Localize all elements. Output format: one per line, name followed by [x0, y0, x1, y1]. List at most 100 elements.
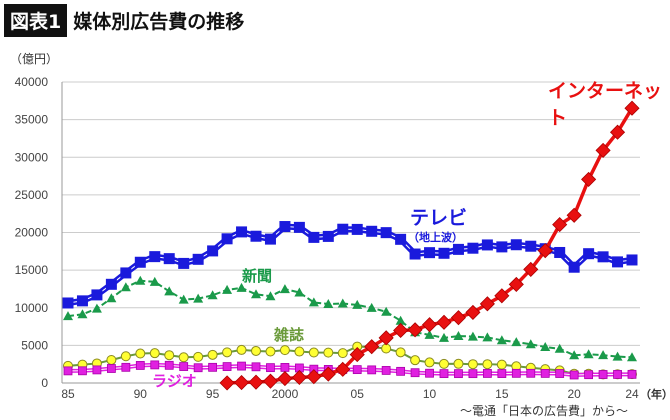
y-tick-label: 25000	[15, 188, 49, 202]
data-point	[554, 246, 566, 258]
data-point	[337, 298, 348, 308]
data-point	[396, 366, 406, 376]
data-point	[335, 361, 351, 377]
data-point	[222, 284, 233, 294]
data-point	[149, 348, 160, 359]
data-point	[193, 293, 204, 303]
figure-title: 図表1 媒体別広告費の推移	[4, 4, 244, 37]
data-point	[598, 370, 608, 379]
data-point	[352, 299, 363, 309]
data-point	[106, 364, 116, 373]
data-point	[421, 317, 438, 333]
data-point	[236, 282, 247, 292]
data-point	[78, 366, 87, 376]
source-note: 〜電通「日本の広告費」から〜	[460, 404, 629, 418]
data-point	[613, 370, 622, 379]
data-point	[178, 257, 190, 269]
data-point	[367, 365, 377, 375]
y-tick-label: 10000	[15, 301, 49, 315]
data-point	[479, 296, 495, 312]
data-point	[149, 251, 161, 263]
data-point	[106, 354, 117, 365]
data-point	[265, 291, 276, 301]
data-point	[366, 302, 377, 312]
series-label-tv: テレビ	[410, 207, 468, 229]
data-point	[323, 298, 334, 308]
data-point	[366, 225, 378, 237]
data-point	[91, 289, 103, 301]
data-point	[265, 346, 276, 357]
data-point	[193, 363, 203, 373]
data-point	[164, 350, 175, 361]
data-point	[439, 332, 449, 342]
data-point	[626, 254, 638, 266]
data-point	[293, 221, 305, 233]
data-point	[407, 322, 423, 338]
data-point	[438, 247, 450, 259]
y-tick-label: 30000	[15, 150, 49, 164]
data-point	[233, 374, 250, 391]
data-point	[251, 289, 261, 299]
data-point	[540, 342, 551, 352]
data-point	[454, 369, 463, 379]
data-point	[555, 369, 565, 378]
data-point	[496, 359, 507, 370]
data-point	[482, 332, 493, 342]
data-point	[525, 240, 537, 252]
data-point	[583, 248, 595, 260]
data-point	[178, 352, 189, 363]
data-point	[236, 226, 248, 238]
data-point	[510, 239, 522, 251]
data-point	[207, 245, 219, 257]
data-point	[508, 276, 524, 292]
data-point	[219, 375, 235, 391]
data-point	[554, 343, 565, 353]
data-point	[597, 251, 609, 263]
x-unit-label: （年）	[640, 388, 670, 401]
data-point	[63, 366, 73, 376]
data-point	[452, 243, 464, 255]
data-point	[179, 362, 189, 371]
data-point	[77, 309, 88, 319]
y-unit-label: （億円）	[10, 52, 59, 66]
data-point	[135, 361, 145, 370]
data-point	[264, 233, 276, 245]
data-point	[453, 358, 464, 369]
data-point	[121, 362, 131, 372]
data-point	[424, 357, 435, 368]
data-point	[193, 351, 204, 362]
data-point	[609, 124, 626, 140]
y-tick-label: 5000	[21, 338, 48, 352]
data-point	[496, 335, 507, 345]
data-point	[410, 368, 420, 378]
data-point	[468, 369, 478, 379]
data-point	[395, 347, 406, 358]
data-point	[584, 370, 594, 380]
data-point	[134, 256, 146, 268]
data-point	[164, 360, 174, 370]
data-point	[308, 347, 319, 358]
data-point	[222, 362, 232, 371]
figure-badge: 図表1	[4, 4, 68, 37]
series-line	[67, 345, 633, 376]
data-point	[381, 366, 391, 375]
data-point	[207, 349, 218, 360]
data-point	[568, 261, 580, 273]
data-point	[595, 142, 611, 158]
data-point	[598, 350, 609, 360]
data-point	[450, 310, 467, 326]
data-point	[453, 331, 464, 341]
data-point	[439, 369, 449, 379]
data-point	[349, 347, 365, 363]
data-point	[436, 314, 452, 330]
series-label-internet: インターネット	[548, 80, 663, 129]
data-point	[192, 253, 204, 265]
data-point	[378, 330, 394, 346]
data-point	[163, 253, 175, 265]
data-point	[395, 233, 407, 245]
data-point	[277, 370, 293, 387]
x-tick-label: 24	[625, 387, 639, 401]
series-label-magazine: 雑誌	[274, 326, 305, 344]
data-point	[410, 355, 421, 366]
x-tick-label: 90	[134, 387, 148, 401]
